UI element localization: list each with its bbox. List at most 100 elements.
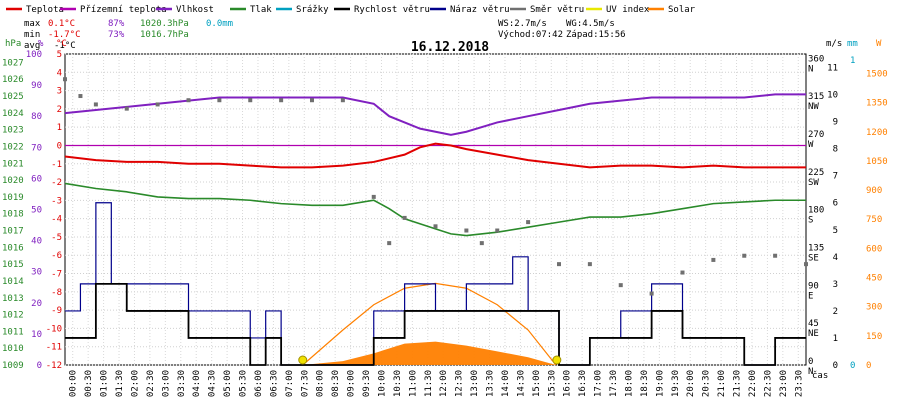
tick-label-time: 09:00	[347, 370, 357, 397]
tick-label-humidity: 50	[31, 206, 42, 216]
series-temperature	[64, 142, 806, 169]
stat-min-press: 1016.7hPa	[140, 30, 189, 40]
tick-label-wind-speed: 2	[833, 307, 838, 317]
series-humidity	[64, 93, 806, 136]
series-wind-direction-point	[217, 98, 222, 103]
tick-label-humidity: 100	[26, 50, 42, 60]
chart-title: 16.12.2018	[411, 40, 489, 55]
tick-label-time: 15:00	[532, 370, 542, 397]
tick-label-time: 01:30	[115, 370, 125, 397]
tick-label-time: 14:30	[516, 370, 526, 397]
tick-label-time: 04:30	[208, 370, 218, 397]
tick-label-time: 08:00	[316, 370, 326, 397]
stat-min-temp: -1.7°C	[48, 30, 81, 40]
stat-max-hum: 87%	[108, 19, 125, 29]
tick-label-humidity: 80	[31, 112, 42, 122]
axis-label-c: °C	[56, 39, 67, 49]
tick-label-solar: 0	[866, 361, 871, 371]
legend-label: Teplota	[26, 5, 64, 15]
tick-label-direction-name: E	[808, 291, 813, 301]
series-wind-direction-point	[495, 228, 500, 233]
axis-label-w: W	[876, 39, 882, 49]
stat-max-press: 1020.3hPa	[140, 19, 189, 29]
legend-label: Rychlost větru	[354, 5, 430, 15]
tick-label-temp: 2	[57, 105, 62, 115]
tick-label-pressure: 1024	[2, 109, 24, 119]
tick-label-rain: 1	[850, 56, 855, 66]
tick-label-direction: 360	[808, 54, 824, 64]
tick-label-temp: -3	[51, 196, 62, 206]
tick-label-temp: -12	[46, 361, 62, 371]
tick-label-pressure: 1011	[2, 327, 24, 337]
tick-label-temp: -10	[46, 324, 62, 334]
tick-label-direction: 90	[808, 281, 819, 291]
tick-label-time: 06:00	[254, 370, 264, 397]
series-wind-gust	[65, 202, 806, 366]
tick-label-solar: 1050	[866, 157, 888, 167]
tick-label-rain: 0	[850, 361, 855, 371]
legend-label: Tlak	[250, 5, 272, 15]
tick-label-time: 20:00	[686, 370, 696, 397]
tick-label-wind-speed: 7	[833, 172, 838, 182]
tick-label-humidity: 40	[31, 237, 42, 247]
tick-label-wind-speed: 0	[833, 361, 838, 371]
tick-label-time: 15:30	[547, 370, 557, 397]
tick-label-direction-name: W	[808, 140, 814, 150]
series-wind-direction-point	[773, 253, 778, 258]
tick-label-temp: -2	[51, 178, 62, 188]
tick-label-pressure: 1012	[2, 311, 24, 321]
series-wind-direction-point	[526, 220, 531, 225]
stat-max-temp: 0.1°C	[48, 19, 75, 29]
tick-label-pressure: 1018	[2, 210, 24, 220]
tick-label-direction-name: S	[808, 216, 813, 226]
legend: Teplota Přízemní teplota Vlhkost Tlak Srážky…	[6, 5, 696, 15]
axis-label-time: čas	[812, 370, 828, 381]
tick-label-temp: -4	[51, 215, 62, 225]
series-wind-direction-point	[124, 106, 129, 111]
series-wind-direction-point	[93, 102, 98, 107]
tick-label-time: 21:30	[733, 370, 743, 397]
series-wind-direction-point	[402, 215, 407, 220]
series-wind-direction-point	[680, 270, 685, 275]
tick-label-direction: 315	[808, 92, 824, 102]
tick-label-pressure: 1023	[2, 126, 24, 136]
tick-label-direction: 270	[808, 130, 824, 140]
tick-label-pressure: 1026	[2, 75, 24, 85]
tick-label-humidity: 70	[31, 143, 42, 153]
tick-label-time: 18:00	[624, 370, 634, 397]
tick-label-time: 06:30	[269, 370, 279, 397]
series-wind-direction-point	[804, 262, 808, 267]
tick-label-pressure: 1020	[2, 176, 24, 186]
tick-label-direction: 135	[808, 244, 824, 254]
tick-label-humidity: 30	[31, 268, 42, 278]
tick-label-wind-speed: 4	[833, 253, 838, 263]
plot-area	[63, 77, 808, 366]
axis-label-ms: m/s	[826, 39, 842, 49]
tick-label-time: 01:00	[100, 370, 110, 397]
tick-label-time: 02:30	[146, 370, 156, 397]
tick-label-time: 00:00	[69, 370, 79, 397]
tick-label-temp: 0	[57, 141, 62, 151]
tick-label-direction: 180	[808, 206, 824, 216]
tick-label-time: 11:00	[408, 370, 418, 397]
tick-label-pressure: 1014	[2, 277, 24, 287]
tick-label-wind-speed: 10	[827, 91, 838, 101]
legend-label: Vlhkost	[176, 5, 214, 15]
legend-label: Směr větru	[530, 5, 584, 15]
tick-label-pressure: 1013	[2, 294, 24, 304]
tick-label-pressure: 1009	[2, 361, 24, 371]
tick-label-direction: 45	[808, 319, 819, 329]
tick-label-wind-speed: 11	[827, 64, 838, 74]
tick-label-time: 14:00	[501, 370, 511, 397]
tick-label-solar: 1200	[866, 128, 888, 138]
series-wind-direction-point	[711, 257, 716, 262]
tick-label-time: 21:00	[717, 370, 727, 397]
series-wind-direction-point	[155, 102, 160, 107]
tick-label-wind-speed: 1	[833, 334, 838, 344]
stat-max-label: max	[24, 19, 41, 29]
tick-label-time: 17:00	[594, 370, 604, 397]
tick-label-temp: 5	[57, 50, 62, 60]
stat-wg: WG:4.5m/s	[566, 19, 615, 29]
series-wind-speed	[65, 282, 806, 366]
